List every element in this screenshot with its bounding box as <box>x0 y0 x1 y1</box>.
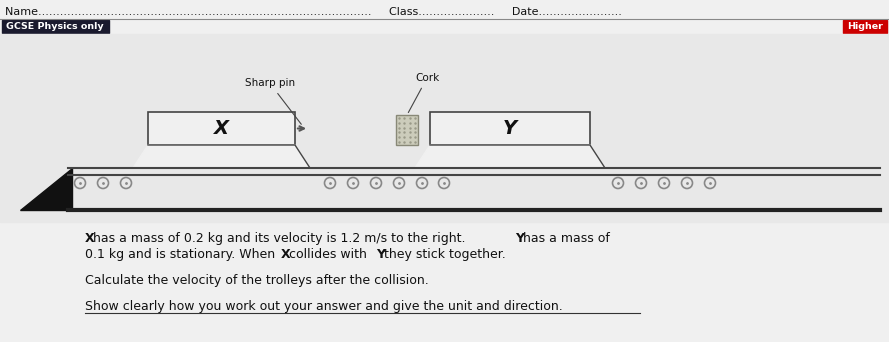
Bar <box>0 34 889 222</box>
Polygon shape <box>20 168 72 210</box>
Text: they stick together.: they stick together. <box>384 248 506 261</box>
Circle shape <box>371 177 381 188</box>
Text: Cork: Cork <box>408 73 439 113</box>
Text: X: X <box>214 119 229 138</box>
Text: Calculate the velocity of the trolleys after the collision.: Calculate the velocity of the trolleys a… <box>85 274 428 287</box>
Circle shape <box>682 177 693 188</box>
Text: 0.1 kg and is stationary. When: 0.1 kg and is stationary. When <box>85 248 279 261</box>
Text: has a mass of 0.2 kg and its velocity is 1.2 m/s to the right.: has a mass of 0.2 kg and its velocity is… <box>93 232 469 245</box>
Text: X: X <box>85 232 94 245</box>
Polygon shape <box>133 145 310 168</box>
Bar <box>430 112 590 145</box>
Circle shape <box>324 177 335 188</box>
Circle shape <box>348 177 358 188</box>
Text: Name............................................................................: Name....................................… <box>5 7 622 17</box>
Text: Show clearly how you work out your answer and give the unit and direction.: Show clearly how you work out your answe… <box>85 300 563 313</box>
Text: Y: Y <box>515 232 524 245</box>
Circle shape <box>704 177 716 188</box>
Circle shape <box>438 177 450 188</box>
Circle shape <box>98 177 108 188</box>
Circle shape <box>659 177 669 188</box>
Text: GCSE Physics only: GCSE Physics only <box>6 22 104 31</box>
Polygon shape <box>415 145 605 168</box>
Circle shape <box>636 177 646 188</box>
Circle shape <box>417 177 428 188</box>
Bar <box>2 20 109 33</box>
Text: Y: Y <box>503 119 517 138</box>
Text: Higher: Higher <box>847 22 883 31</box>
Bar <box>148 112 295 145</box>
Circle shape <box>121 177 132 188</box>
Circle shape <box>75 177 85 188</box>
Bar <box>843 20 887 33</box>
Text: has a mass of: has a mass of <box>523 232 610 245</box>
Text: Y: Y <box>376 248 385 261</box>
Circle shape <box>394 177 404 188</box>
Text: X: X <box>281 248 291 261</box>
Bar <box>396 115 418 145</box>
Text: Sharp pin: Sharp pin <box>245 79 301 124</box>
Circle shape <box>613 177 623 188</box>
Text: collides with: collides with <box>289 248 371 261</box>
